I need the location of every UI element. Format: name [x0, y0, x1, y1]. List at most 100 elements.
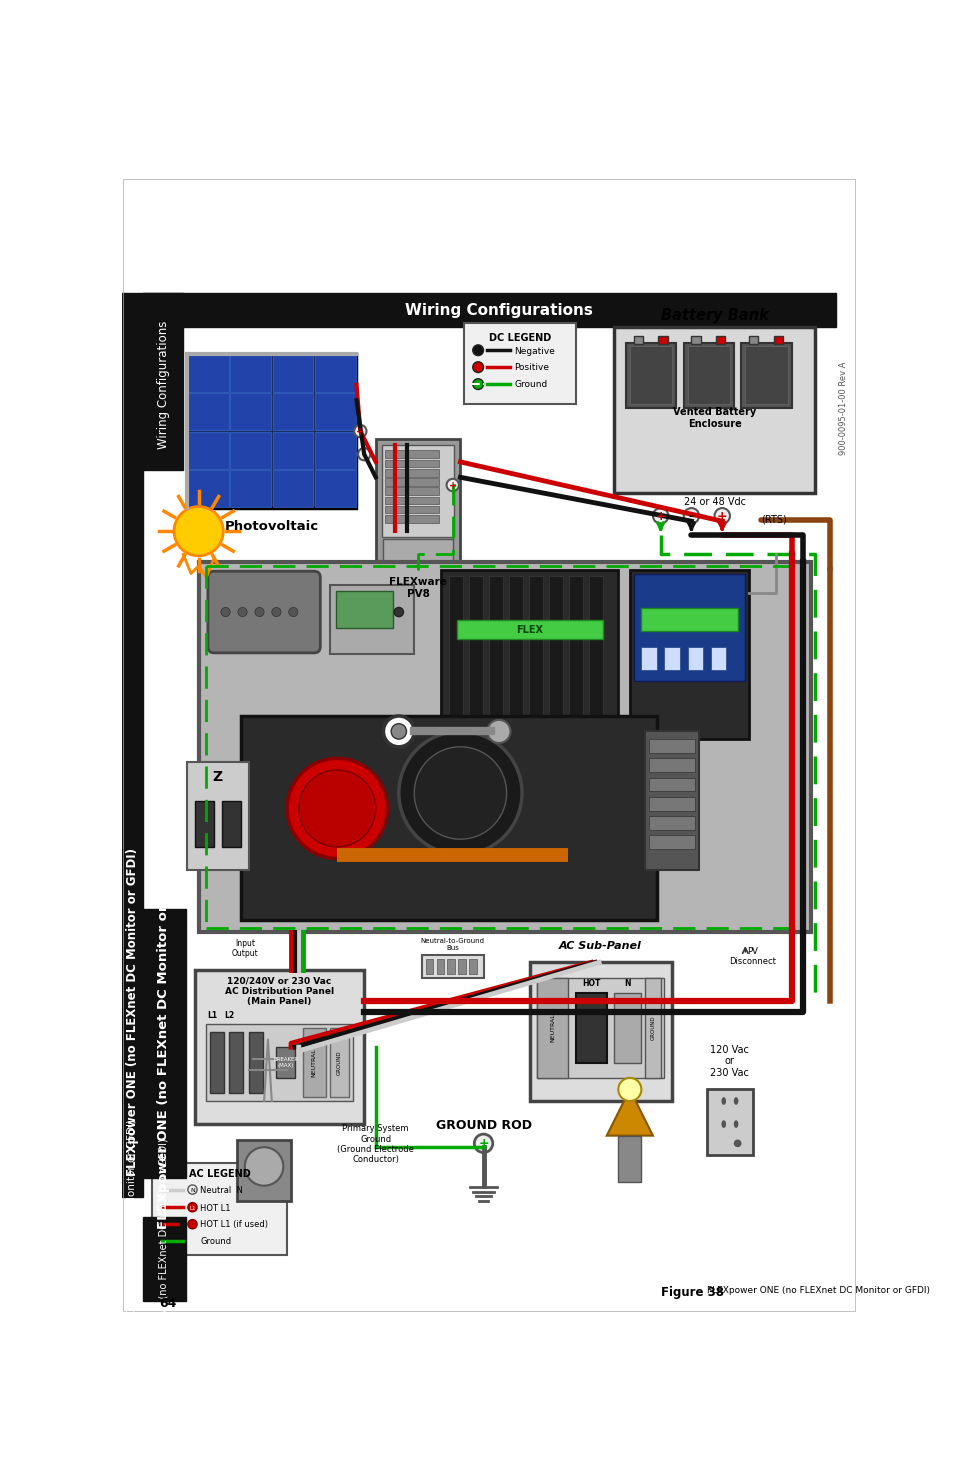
Text: BREAKER
(MAX): BREAKER (MAX): [273, 1058, 298, 1068]
Bar: [302, 1028, 325, 1097]
Bar: [644, 732, 699, 870]
Circle shape: [473, 379, 483, 389]
Bar: [748, 336, 758, 344]
Bar: [640, 608, 737, 631]
Text: Vented Battery
Enclosure: Vented Battery Enclosure: [672, 407, 756, 429]
Circle shape: [188, 1184, 197, 1195]
Circle shape: [188, 1220, 197, 1229]
Text: N: N: [190, 1187, 194, 1193]
Text: +: +: [716, 510, 727, 524]
Text: HOT L1 (if used): HOT L1 (if used): [200, 1220, 268, 1230]
Bar: [187, 763, 249, 870]
Text: GROUND ROD: GROUND ROD: [436, 1120, 531, 1131]
Bar: [629, 569, 748, 739]
Text: L1: L1: [189, 1205, 195, 1211]
Bar: [744, 347, 787, 404]
Bar: [273, 394, 313, 431]
Circle shape: [173, 506, 223, 556]
Bar: [644, 978, 659, 1078]
Text: GROUND: GROUND: [336, 1050, 342, 1075]
Bar: [188, 432, 229, 469]
Bar: [508, 575, 522, 717]
Bar: [691, 336, 700, 344]
Ellipse shape: [720, 1120, 725, 1128]
Bar: [230, 394, 271, 431]
Bar: [618, 1136, 640, 1181]
Text: FLEXpower ONE (no FLEXnet DC Monitor or GFDI): FLEXpower ONE (no FLEXnet DC Monitor or …: [126, 848, 139, 1177]
Bar: [187, 354, 356, 507]
Text: Wiring Configurations: Wiring Configurations: [405, 302, 592, 317]
Text: -: -: [688, 510, 693, 524]
Text: NEUTRAL: NEUTRAL: [550, 1013, 555, 1043]
Circle shape: [357, 448, 370, 460]
Bar: [152, 1162, 287, 1255]
Text: Neutral-to-Ground
Bus: Neutral-to-Ground Bus: [420, 938, 484, 951]
Bar: [664, 646, 679, 670]
Circle shape: [391, 724, 406, 739]
Bar: [469, 575, 482, 717]
Bar: [385, 450, 438, 459]
Bar: [249, 1031, 262, 1093]
Circle shape: [237, 608, 247, 617]
Circle shape: [245, 1148, 283, 1186]
Circle shape: [298, 770, 375, 847]
Bar: [230, 432, 271, 469]
Bar: [614, 993, 640, 1062]
Bar: [568, 575, 582, 717]
Bar: [329, 586, 414, 655]
Text: FLEXpower ONE (no FLEXnet DC Monitor or GFDI): FLEXpower ONE (no FLEXnet DC Monitor or …: [157, 857, 171, 1229]
Bar: [548, 575, 562, 717]
Bar: [385, 478, 438, 485]
Bar: [449, 575, 462, 717]
Text: Ground: Ground: [514, 381, 547, 389]
Text: L2: L2: [224, 1010, 234, 1019]
Circle shape: [474, 1134, 493, 1152]
Ellipse shape: [720, 1097, 725, 1105]
Circle shape: [487, 720, 510, 743]
Bar: [710, 646, 725, 670]
Text: Wiring Configurations: Wiring Configurations: [156, 320, 170, 448]
Circle shape: [733, 1140, 740, 1148]
Bar: [375, 438, 460, 569]
Bar: [648, 816, 695, 830]
Text: FLEXpower ONE (no FLEXnet DC Monitor or GFDI): FLEXpower ONE (no FLEXnet DC Monitor or …: [159, 1139, 169, 1379]
Bar: [273, 355, 313, 392]
Text: Photovoltaic: Photovoltaic: [225, 519, 318, 532]
Text: Primary System
Ground
(Ground Electrode
Conductor): Primary System Ground (Ground Electrode …: [337, 1124, 414, 1164]
Bar: [633, 336, 642, 344]
Circle shape: [289, 608, 297, 617]
Bar: [206, 1024, 353, 1100]
Bar: [457, 959, 465, 974]
FancyBboxPatch shape: [208, 571, 320, 653]
Bar: [121, 909, 143, 1117]
Text: Negative: Negative: [514, 347, 555, 355]
Bar: [273, 471, 313, 507]
Bar: [275, 1047, 294, 1078]
Circle shape: [188, 1202, 197, 1212]
Bar: [188, 394, 229, 431]
Circle shape: [683, 507, 699, 524]
Bar: [456, 620, 602, 639]
Text: Battery Bank: Battery Bank: [659, 308, 768, 323]
Bar: [241, 715, 656, 920]
Bar: [588, 575, 602, 717]
Text: Output: Output: [232, 948, 258, 957]
Bar: [385, 460, 438, 468]
Bar: [314, 432, 355, 469]
Bar: [425, 959, 433, 974]
Bar: [687, 347, 729, 404]
Bar: [629, 347, 672, 404]
Text: HOT L1: HOT L1: [200, 1204, 231, 1212]
Text: +: +: [655, 510, 665, 524]
Bar: [210, 1031, 224, 1093]
Text: FLEXware
PV8: FLEXware PV8: [389, 577, 447, 599]
Bar: [625, 342, 676, 409]
Bar: [464, 323, 576, 404]
Bar: [143, 1217, 185, 1301]
Bar: [229, 1031, 243, 1093]
Bar: [687, 646, 702, 670]
Bar: [385, 506, 438, 513]
Bar: [314, 471, 355, 507]
Bar: [488, 575, 502, 717]
Bar: [447, 959, 455, 974]
